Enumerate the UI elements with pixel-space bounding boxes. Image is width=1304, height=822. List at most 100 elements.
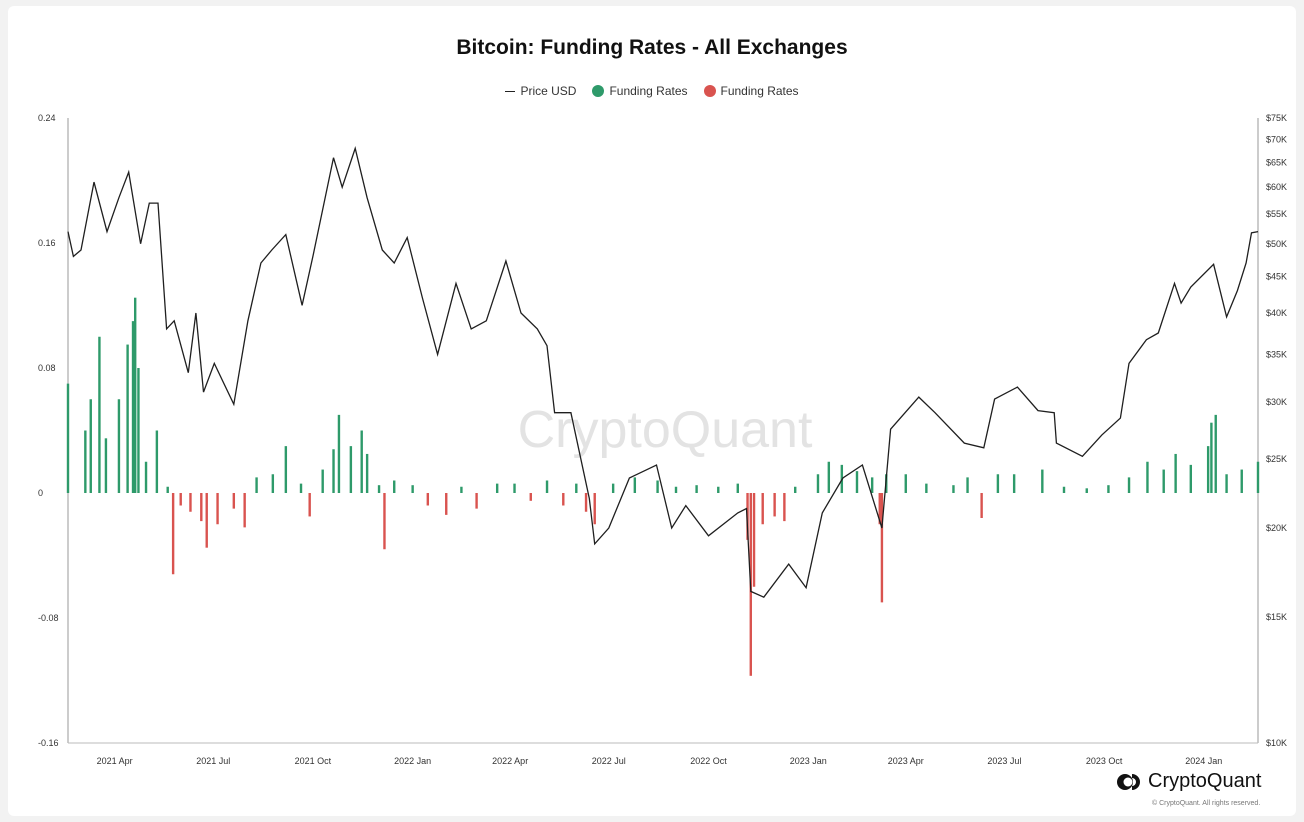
x-tick-label: 2022 Oct — [690, 756, 727, 766]
funding-bar-positive — [460, 486, 463, 493]
right-tick-label: $75K — [1266, 113, 1287, 123]
funding-bar-negative — [243, 493, 246, 528]
funding-bar-negative — [773, 493, 776, 517]
funding-bar-positive — [952, 485, 955, 493]
x-tick-label: 2023 Jul — [987, 756, 1021, 766]
right-tick-label: $15K — [1266, 612, 1287, 622]
funding-bar-positive — [255, 477, 258, 493]
funding-bar-negative — [189, 493, 192, 512]
funding-bar-positive — [321, 469, 324, 493]
funding-bar-positive — [1107, 485, 1110, 493]
funding-bar-positive — [349, 446, 353, 493]
funding-bar-positive — [98, 336, 101, 493]
funding-bar-positive — [84, 430, 87, 493]
funding-bar-positive — [904, 474, 907, 493]
funding-bar-positive — [1189, 464, 1193, 493]
funding-bar-positive — [155, 430, 159, 493]
funding-bar-positive — [337, 414, 341, 493]
funding-bar-positive — [545, 480, 549, 493]
funding-bar-negative — [761, 493, 764, 525]
funding-bar-positive — [117, 399, 121, 493]
right-tick-label: $65K — [1266, 157, 1287, 167]
funding-bar-positive — [1041, 469, 1044, 493]
watermark-text: CryptoQuant — [518, 401, 813, 459]
funding-bar-positive — [1085, 488, 1088, 493]
funding-bar-positive — [1240, 469, 1243, 493]
right-tick-label: $10K — [1266, 738, 1287, 748]
right-tick-label: $40K — [1266, 308, 1287, 318]
funding-bar-positive — [827, 461, 831, 493]
right-tick-label: $20K — [1266, 523, 1287, 533]
left-tick-label: 0.16 — [38, 238, 56, 248]
funding-bar-negative — [179, 493, 182, 506]
funding-bar-positive — [284, 446, 288, 493]
funding-bar-positive — [1206, 446, 1210, 493]
x-tick-label: 2022 Apr — [492, 756, 528, 766]
funding-bar-positive — [1162, 469, 1165, 493]
price-line — [67, 146, 1259, 599]
funding-bar-positive — [870, 477, 874, 493]
legend-item-funding-positive[interactable]: Funding Rates — [592, 84, 688, 98]
funding-bar-positive — [674, 486, 678, 493]
funding-bar-negative — [562, 493, 565, 506]
legend-item-price[interactable]: Price USD — [505, 84, 576, 98]
funding-bar-positive — [633, 477, 637, 493]
funding-bar-positive — [736, 483, 739, 493]
funding-bar-negative — [200, 493, 203, 522]
chart-card — [8, 6, 1296, 816]
funding-bar-negative — [383, 493, 386, 550]
funding-bar-positive — [1127, 477, 1131, 493]
funding-bar-positive — [925, 483, 928, 493]
funding-bar-positive — [411, 485, 414, 493]
funding-bar-positive — [377, 485, 381, 493]
funding-bar-positive — [66, 383, 70, 493]
funding-bar-positive — [1012, 474, 1016, 493]
funding-bar-positive — [1214, 414, 1217, 493]
right-tick-label: $45K — [1266, 271, 1287, 281]
funding-bar-positive — [131, 321, 135, 493]
legend-label-funding-positive: Funding Rates — [609, 84, 688, 98]
x-tick-label: 2022 Jul — [592, 756, 626, 766]
funding-bar-positive — [1174, 453, 1177, 493]
funding-bar-positive — [816, 474, 820, 493]
funding-bar-negative — [216, 493, 219, 525]
funding-bar-negative — [529, 493, 532, 501]
x-axis-ticks: 2021 Apr 2021 Jul 2021 Oct 2022 Jan 2022 Apr… — [97, 756, 1223, 766]
x-tick-label: 2024 Jan — [1185, 756, 1222, 766]
left-tick-label: -0.16 — [38, 738, 59, 748]
funding-bar-positive — [360, 430, 363, 493]
funding-bar-negative — [880, 493, 884, 603]
funding-bar-negative — [980, 493, 983, 518]
funding-bar-positive — [137, 368, 140, 493]
funding-bar-negative — [445, 493, 448, 515]
funding-bar-negative — [171, 493, 175, 575]
chart-legend: Price USD Funding Rates Funding Rates — [0, 84, 1304, 98]
funding-bar-positive — [1256, 461, 1260, 493]
left-tick-label: -0.08 — [38, 613, 59, 623]
funding-bar-negative — [752, 493, 756, 587]
funding-bar-positive — [717, 486, 720, 493]
funding-bar-positive — [1225, 474, 1228, 493]
funding-bar-positive — [365, 453, 369, 493]
x-tick-label: 2021 Jul — [196, 756, 230, 766]
right-axis-ticks: $75K $70K $65K $60K $55K $50K $45K $40K $35K $30K… — [1266, 113, 1287, 748]
left-tick-label: 0.24 — [38, 113, 56, 123]
funding-bar-negative — [475, 493, 478, 509]
funding-bars — [66, 297, 1260, 676]
right-tick-label: $25K — [1266, 454, 1287, 464]
funding-bar-negative — [584, 493, 588, 512]
legend-item-funding-negative[interactable]: Funding Rates — [703, 84, 799, 98]
x-tick-label: 2023 Jan — [790, 756, 827, 766]
x-tick-label: 2021 Oct — [295, 756, 332, 766]
funding-bar-negative — [308, 493, 311, 517]
funding-bar-positive — [393, 480, 396, 493]
funding-bar-positive — [611, 483, 615, 493]
funding-bar-positive — [794, 486, 797, 493]
funding-bar-positive — [996, 474, 1000, 493]
legend-label-price: Price USD — [520, 84, 577, 98]
funding-bar-positive — [1210, 422, 1213, 493]
legend-dot-green — [592, 85, 605, 97]
x-tick-label: 2023 Apr — [888, 756, 924, 766]
funding-bar-positive — [495, 483, 499, 493]
